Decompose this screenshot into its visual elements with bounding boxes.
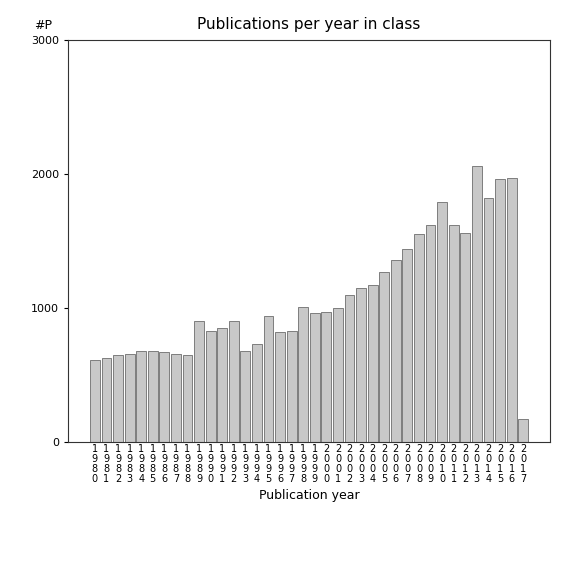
Bar bbox=[264, 316, 273, 442]
Bar bbox=[148, 351, 158, 442]
Bar bbox=[171, 354, 181, 442]
Bar bbox=[321, 312, 331, 442]
Bar bbox=[345, 295, 354, 442]
Bar bbox=[518, 420, 528, 442]
Bar bbox=[484, 198, 493, 442]
Bar bbox=[240, 351, 250, 442]
Bar bbox=[136, 351, 146, 442]
Bar bbox=[333, 308, 343, 442]
Bar bbox=[403, 249, 412, 442]
Bar bbox=[437, 202, 447, 442]
Bar bbox=[495, 179, 505, 442]
Bar bbox=[125, 354, 134, 442]
Bar bbox=[449, 225, 459, 442]
Bar bbox=[460, 233, 470, 442]
Bar bbox=[287, 331, 297, 442]
Bar bbox=[507, 178, 517, 442]
Bar bbox=[217, 328, 227, 442]
Bar bbox=[391, 260, 401, 442]
Bar bbox=[229, 321, 239, 442]
Bar bbox=[90, 361, 100, 442]
Bar bbox=[206, 331, 215, 442]
Bar bbox=[101, 358, 111, 442]
Bar bbox=[426, 225, 435, 442]
Bar bbox=[472, 166, 482, 442]
Bar bbox=[310, 313, 320, 442]
Bar bbox=[194, 321, 204, 442]
Bar bbox=[298, 307, 308, 442]
Bar bbox=[252, 344, 262, 442]
Bar bbox=[379, 272, 389, 442]
Bar bbox=[275, 332, 285, 442]
Bar bbox=[356, 288, 366, 442]
Bar bbox=[183, 355, 192, 442]
X-axis label: Publication year: Publication year bbox=[259, 489, 359, 502]
Text: #P: #P bbox=[34, 19, 52, 32]
Bar bbox=[113, 355, 123, 442]
Title: Publications per year in class: Publications per year in class bbox=[197, 16, 421, 32]
Bar bbox=[368, 285, 378, 442]
Bar bbox=[159, 352, 169, 442]
Bar bbox=[414, 234, 424, 442]
